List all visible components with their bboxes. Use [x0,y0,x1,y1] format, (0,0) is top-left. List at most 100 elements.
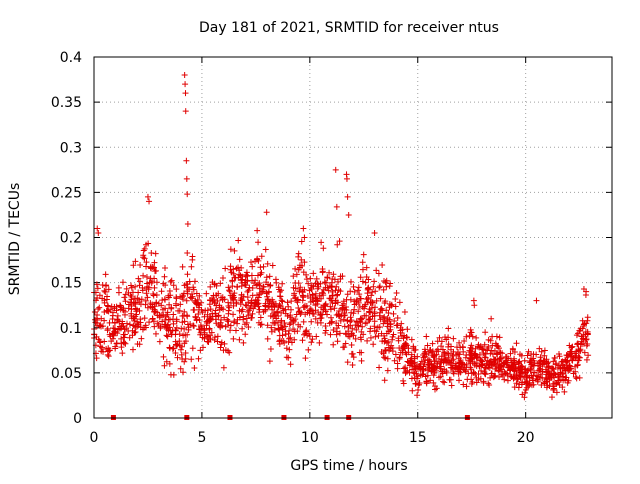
data-point [285,330,292,337]
data-point-outlier [95,229,102,236]
data-point [278,297,285,304]
data-point [482,371,489,378]
data-point [239,279,246,286]
data-point [404,334,411,341]
data-point [177,346,184,353]
data-point [330,327,337,334]
data-point [222,346,229,353]
data-point [192,314,199,321]
data-point [243,269,250,276]
data-point [243,271,250,278]
data-point [384,367,391,374]
data-point [360,251,367,258]
data-point [95,306,102,313]
data-point [388,302,395,309]
data-point [511,349,518,356]
data-point [437,359,444,366]
data-point [430,354,437,361]
data-point [551,354,558,361]
data-point [448,343,455,350]
data-point [568,365,575,372]
data-point [301,259,308,266]
data-point [437,365,444,372]
data-point [576,327,583,334]
data-point [207,306,214,313]
data-point [130,322,137,329]
data-point [373,267,380,274]
data-point [333,312,340,319]
data-point [359,266,366,273]
data-point [101,299,108,306]
data-point [220,364,227,371]
data-point [553,389,560,396]
data-point-outlier [263,209,270,216]
data-point [159,318,166,325]
data-point [541,347,548,354]
data-point [206,325,213,332]
data-point [396,354,403,361]
data-point [273,279,280,286]
data-point [530,362,537,369]
data-point [254,227,261,234]
data-point [94,285,101,292]
data-point [195,311,202,318]
data-point [106,319,113,326]
data-point [168,305,175,312]
data-point [331,305,338,312]
data-point [257,264,264,271]
data-point [235,274,242,281]
data-point [255,239,262,246]
y-tick-label: 0.35 [51,95,82,111]
data-point [140,247,147,254]
data-point [235,237,242,244]
data-point [408,355,415,362]
data-point [152,250,159,257]
data-point [345,328,352,335]
data-point [392,351,399,358]
data-point [572,363,579,370]
data-point [433,385,440,392]
data-point [292,316,299,323]
data-point [493,333,500,340]
data-point [351,306,358,313]
data-point [129,332,136,339]
data-point [515,359,522,366]
data-point [499,350,506,357]
data-point [372,288,379,295]
y-tick-label: 0.4 [60,50,82,66]
data-point [188,263,195,270]
data-point [365,296,372,303]
data-point [227,322,234,329]
data-point [405,345,412,352]
data-point [303,327,310,334]
data-point [521,357,528,364]
data-point [160,353,167,360]
data-point [178,343,185,350]
data-point [166,360,173,367]
data-point [210,296,217,303]
data-point [229,278,236,285]
data-point [145,240,152,247]
data-point [151,323,158,330]
data-point [212,310,219,317]
data-point [518,352,525,359]
data-point [307,294,314,301]
data-point [580,322,587,329]
data-point [236,271,243,278]
data-point [368,304,375,311]
data-point [340,300,347,307]
data-point [540,357,547,364]
data-point [313,333,320,340]
data-point [266,303,273,310]
data-point [256,291,263,298]
data-point [382,279,389,286]
data-point [515,384,522,391]
data-point [115,326,122,333]
data-point [267,346,274,353]
data-point [337,317,344,324]
data-point [276,293,283,300]
data-point [567,353,574,360]
data-point [93,355,100,362]
data-point [463,352,470,359]
data-point [149,278,156,285]
